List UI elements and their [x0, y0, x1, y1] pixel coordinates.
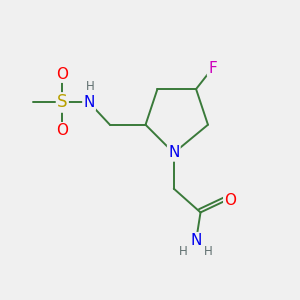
Text: H: H — [86, 80, 95, 94]
Text: S: S — [57, 93, 68, 111]
Text: H: H — [204, 244, 213, 258]
Text: N: N — [83, 95, 95, 110]
Text: H: H — [179, 244, 188, 258]
Text: O: O — [224, 193, 236, 208]
Text: O: O — [56, 67, 68, 82]
Text: N: N — [168, 146, 179, 160]
Text: O: O — [56, 123, 68, 138]
Text: N: N — [190, 233, 202, 248]
Text: F: F — [208, 61, 217, 76]
